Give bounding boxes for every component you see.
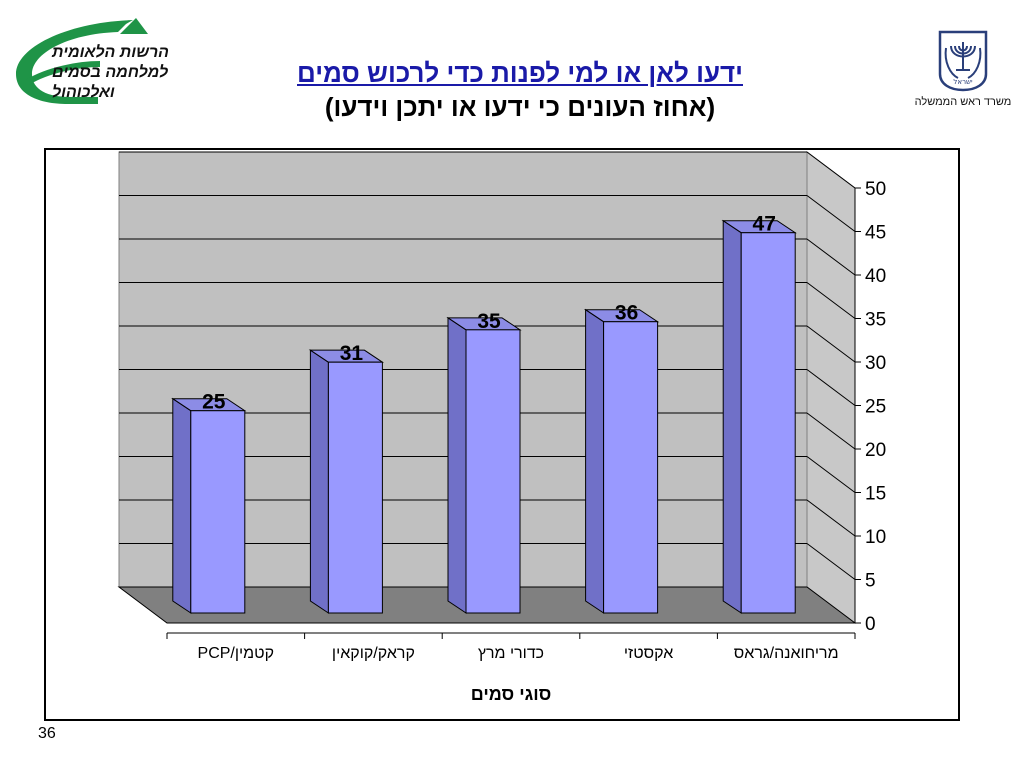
logo-swoosh-icon xyxy=(16,18,148,104)
state-emblem-icon: ישראל xyxy=(938,30,988,92)
y-tick-label: 35 xyxy=(865,310,886,331)
gridline-side xyxy=(806,195,856,232)
bar-side xyxy=(309,349,329,614)
y-tick-label: 15 xyxy=(865,484,886,505)
chart-area: 0 5 10 15 20 25 30 35 40 45 50 25 31 35 36 47 קטמין/PC… xyxy=(44,148,960,721)
org-name-line-2: למלחמה בסמים xyxy=(52,64,169,81)
bar xyxy=(740,232,796,614)
page-number: 36 xyxy=(38,725,56,742)
anti-drug-authority-logo: הרשות הלאומית למלחמה בסמים ואלכוהול xyxy=(8,12,208,107)
office-label: משרד ראש הממשלה xyxy=(914,96,1012,108)
gridline-side xyxy=(806,543,856,580)
bar-side xyxy=(447,316,467,614)
y-tick-label: 0 xyxy=(865,614,876,635)
gridline-side xyxy=(806,282,856,319)
data-label: 31 xyxy=(340,342,364,365)
x-tick-label: מריחואנה/גראס xyxy=(734,645,839,662)
bar xyxy=(603,321,659,614)
y-tick-label: 30 xyxy=(865,353,886,374)
x-tick-label: קראק/קוקאין xyxy=(332,645,415,662)
data-label: 25 xyxy=(202,391,226,414)
data-label: 36 xyxy=(615,302,638,325)
data-label: 35 xyxy=(477,310,501,333)
emblem-text: ישראל xyxy=(953,78,973,86)
gridline-side xyxy=(806,238,856,276)
x-axis-title: סוגי סמים xyxy=(471,684,552,704)
slide-title: ידעו לאן או למי לפנות כדי לרכוש סמים (אח… xyxy=(230,56,810,124)
title-main: ידעו לאן או למי לפנות כדי לרכוש סמים xyxy=(297,58,743,88)
x-tick-label: אקסטזי xyxy=(624,645,673,662)
gridline-side xyxy=(806,369,856,406)
gridline-side xyxy=(806,412,856,450)
prime-minister-office-logo: ישראל משרד ראש הממשלה xyxy=(908,24,1018,119)
title-sub: (אחוז העונים כי ידעו או יתכן וידעו) xyxy=(324,92,716,122)
x-tick-label: כדורי מרץ xyxy=(478,645,544,662)
bar-side xyxy=(172,397,192,614)
data-label: 47 xyxy=(753,213,776,236)
y-tick-label: 10 xyxy=(865,527,886,548)
org-name-line-1: הרשות הלאומית xyxy=(52,44,169,61)
y-tick-label: 40 xyxy=(865,266,886,287)
org-name-line-3: ואלכוהול xyxy=(52,84,115,101)
bar xyxy=(190,410,246,614)
gridline-side xyxy=(806,325,856,363)
y-tick-label: 50 xyxy=(865,179,886,200)
gridline-side xyxy=(806,499,856,537)
bar-side xyxy=(722,219,742,614)
y-tick-label: 25 xyxy=(865,397,886,418)
y-tick-label: 5 xyxy=(865,571,876,592)
bar xyxy=(465,329,521,614)
gridline-side xyxy=(806,456,856,493)
bar xyxy=(327,361,383,614)
gridline-side xyxy=(806,151,856,189)
y-tick-label: 20 xyxy=(865,440,886,461)
y-tick-label: 45 xyxy=(865,223,886,244)
bar-side xyxy=(585,308,605,614)
x-tick-label: קטמין/PCP xyxy=(198,645,275,662)
bar-chart: 0 5 10 15 20 25 30 35 40 45 50 25 31 35 36 47 קטמין/PC… xyxy=(117,151,886,704)
